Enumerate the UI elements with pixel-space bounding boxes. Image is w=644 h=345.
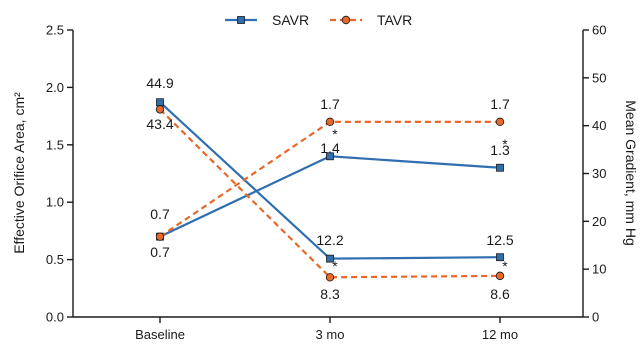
savr-gradient-label: 12.5 bbox=[486, 232, 513, 248]
x-tick-label: Baseline bbox=[135, 327, 185, 342]
savr-eoa-label: 1.4 bbox=[320, 140, 340, 156]
right-y-axis: 0 10 20 30 40 50 60 bbox=[582, 23, 606, 325]
significance-asterisk: * bbox=[332, 258, 338, 274]
tavr-eoa-label: 1.7 bbox=[490, 96, 510, 112]
savr-gradient-point bbox=[326, 254, 334, 263]
tavr-legend-marker bbox=[341, 15, 351, 25]
right-tick-label: 60 bbox=[592, 23, 606, 38]
tavr-eoa-point bbox=[325, 117, 335, 127]
tavr-eoa-label: 1.7 bbox=[320, 96, 340, 112]
left-tick-label: 1.0 bbox=[46, 195, 64, 210]
left-axis-title: Effective Orifice Area, cm² bbox=[11, 92, 27, 254]
right-axis-title: Mean Gradient, mm Hg bbox=[623, 100, 639, 246]
x-axis: Baseline 3 mo 12 mo bbox=[73, 316, 583, 342]
savr-eoa-point bbox=[496, 163, 504, 172]
tavr-eoa-point bbox=[495, 117, 505, 127]
x-tick-label: 12 mo bbox=[482, 327, 518, 342]
tavr-eoa-label: 0.7 bbox=[150, 206, 170, 222]
savr-eoa-line bbox=[159, 155, 501, 238]
tavr-gradient-label: 43.4 bbox=[146, 116, 173, 132]
tavr-gradient-point bbox=[155, 105, 165, 114]
left-tick-label: 0.5 bbox=[46, 252, 64, 267]
tavr-legend-label: TAVR bbox=[377, 12, 412, 28]
savr-eoa-label: 0.7 bbox=[150, 244, 170, 260]
significance-asterisk: * bbox=[502, 136, 508, 152]
right-tick-label: 50 bbox=[592, 70, 606, 85]
savr-gradient-label: 12.2 bbox=[316, 232, 343, 248]
savr-legend-label: SAVR bbox=[272, 12, 309, 28]
savr-gradient-point bbox=[496, 253, 504, 262]
tavr-gradient-point bbox=[325, 273, 335, 282]
left-tick-label: 0.0 bbox=[46, 310, 64, 325]
tavr-gradient-label: 8.3 bbox=[320, 286, 340, 302]
significance-asterisk: * bbox=[502, 258, 508, 274]
data-labels: 44.9 43.4 0.7 0.7 1.7 1.4 12.2 8.3 1.7 1.3 12.5 8.6… bbox=[146, 75, 513, 302]
left-tick-label: 2.5 bbox=[46, 23, 64, 38]
savr-eoa-label: 1.3 bbox=[490, 142, 510, 158]
right-tick-label: 30 bbox=[592, 166, 606, 181]
left-tick-label: 2.0 bbox=[46, 80, 64, 95]
series-layer bbox=[155, 98, 505, 282]
left-y-axis: 0.0 0.5 1.0 1.5 2.0 2.5 bbox=[46, 23, 74, 325]
tavr-gradient-point bbox=[495, 271, 505, 281]
savr-gradient-label: 44.9 bbox=[146, 75, 173, 91]
right-tick-label: 20 bbox=[592, 214, 606, 229]
right-tick-label: 40 bbox=[592, 118, 606, 133]
savr-legend-marker bbox=[237, 16, 245, 24]
left-tick-label: 1.5 bbox=[46, 137, 64, 152]
tavr-gradient-label: 8.6 bbox=[490, 286, 510, 302]
x-tick-label: 3 mo bbox=[316, 327, 345, 342]
tavr-eoa-point bbox=[155, 232, 165, 241]
savr-eoa-point bbox=[326, 152, 334, 161]
legend: SAVR TAVR bbox=[225, 12, 412, 28]
significance-asterisk: * bbox=[332, 126, 338, 142]
tavr-gradient-line bbox=[159, 108, 501, 279]
right-tick-label: 0 bbox=[592, 310, 599, 325]
savr-gradient-point bbox=[156, 98, 164, 107]
right-tick-label: 10 bbox=[592, 262, 606, 277]
